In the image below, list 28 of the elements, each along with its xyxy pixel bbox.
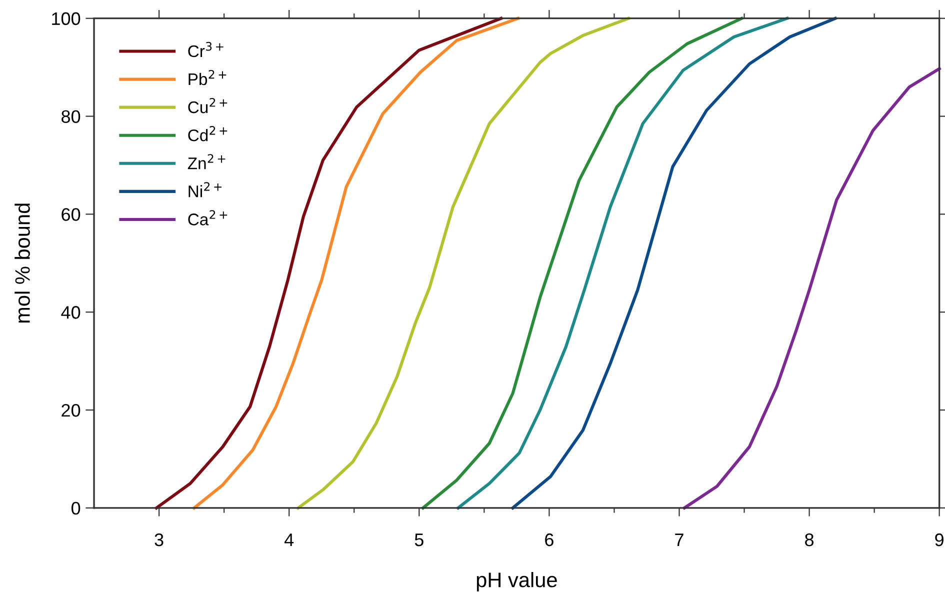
x-tick-label: 8 [805, 533, 814, 546]
line-series [296, 16, 630, 510]
x-tick-label: 9 [935, 533, 944, 546]
line-series [682, 67, 941, 510]
line-series [456, 16, 789, 510]
x-tick-label: 7 [675, 534, 684, 546]
legend-label: Zn$^{2+}$ [188, 154, 226, 170]
y-tick-label: 20 [62, 404, 80, 417]
legend-label: Ca$^{2+}$ [188, 210, 228, 226]
x-tick-label: 6 [545, 533, 554, 546]
legend-label: Cu$^{2+}$ [188, 98, 228, 114]
legend-label: Ni$^{2+}$ [188, 182, 222, 198]
y-tick-label: 40 [61, 306, 80, 319]
x-tick-label: 3 [154, 533, 164, 546]
legend-label: Pb$^{2+}$ [188, 70, 226, 86]
x-tick-label: 4 [284, 534, 294, 546]
line-series [422, 16, 744, 510]
y-axis-title: mol % bound [14, 204, 30, 323]
y-tick-label: 80 [62, 110, 80, 123]
y-tick-label: 60 [62, 208, 80, 221]
legend-label: Cd$^{2+}$ [188, 126, 228, 142]
line-series [154, 16, 503, 510]
x-tick-label: 5 [414, 534, 424, 546]
x-axis-title: pH value [476, 572, 557, 592]
legend-label: Cr$^{3+}$ [188, 42, 224, 58]
y-tick-label: 100 [52, 12, 80, 26]
line-series [511, 16, 837, 510]
y-tick-label: 0 [72, 502, 80, 515]
